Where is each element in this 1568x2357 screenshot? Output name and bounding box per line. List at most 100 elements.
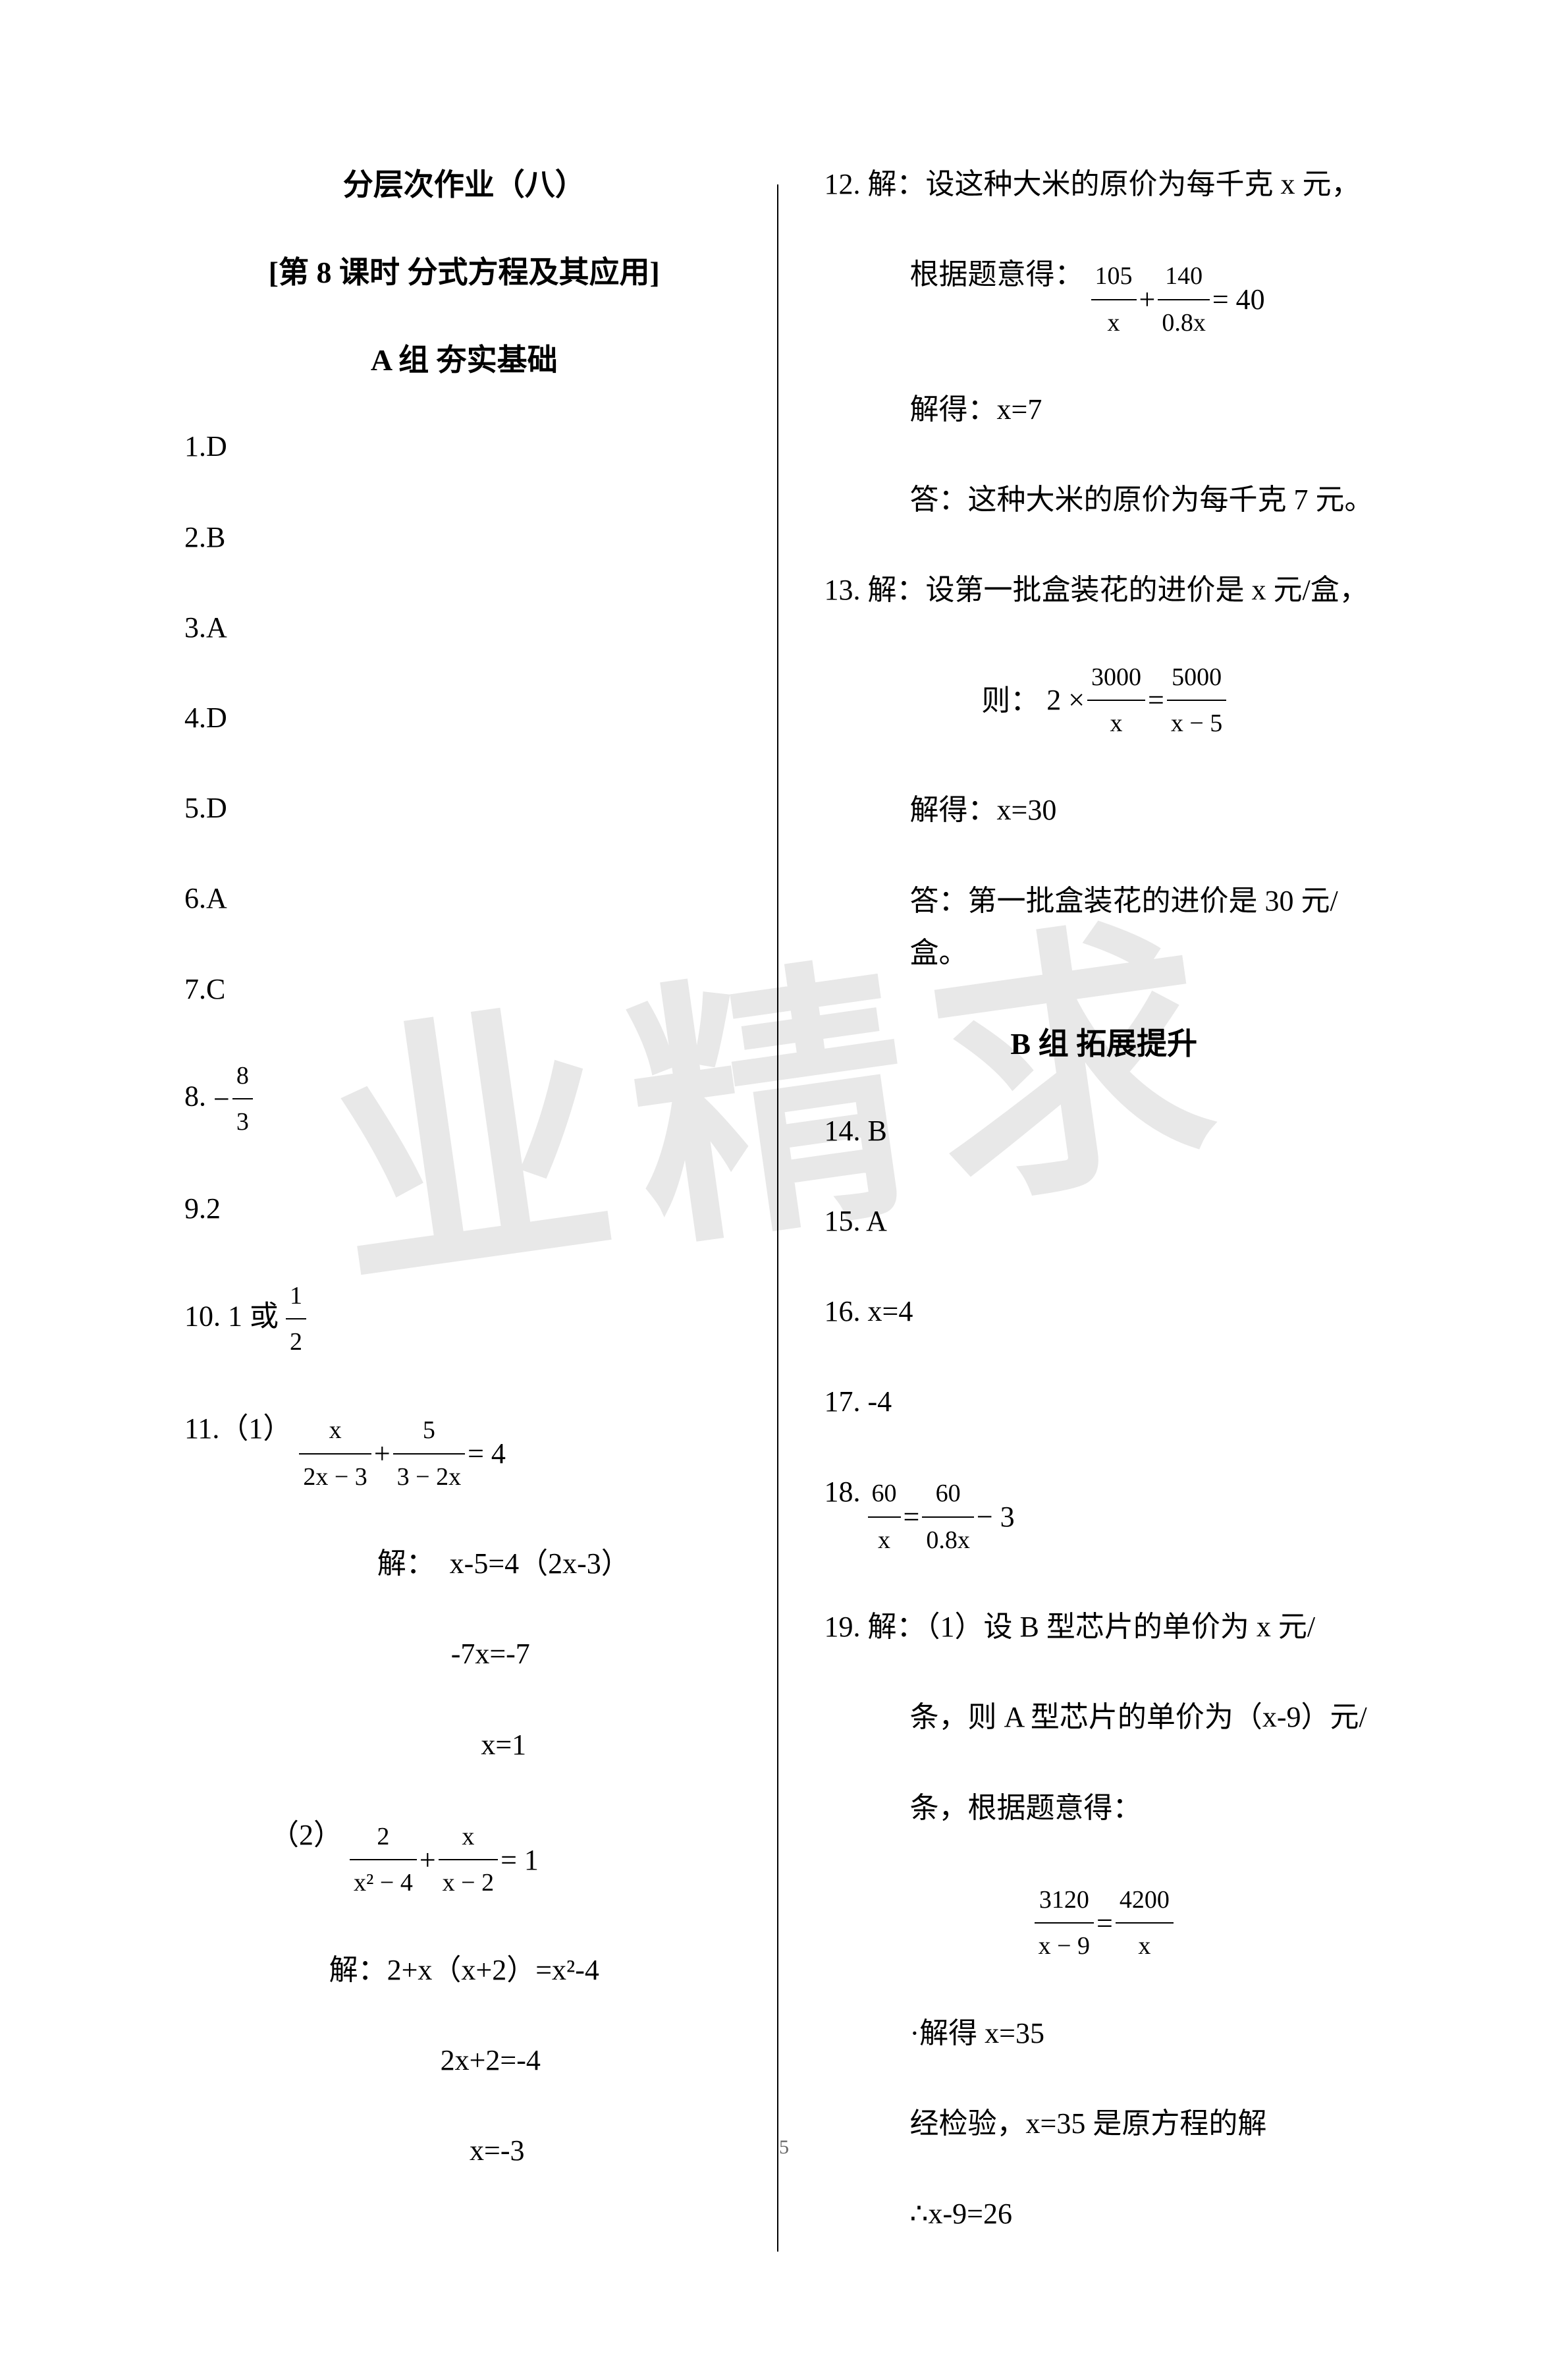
answer-13-line1: 13. 解：设第一批盒装花的进价是 x 元/盒，	[825, 564, 1384, 616]
answer-17: 17. -4	[825, 1375, 1384, 1428]
q13-step1: 解得：x=30	[825, 784, 1384, 836]
q19-step2: 经检验，x=35 是原方程的解	[825, 2097, 1384, 2149]
q18-prefix: 18.	[825, 1476, 861, 1508]
q10-denominator: 2	[286, 1319, 306, 1364]
q19-den1: x − 9	[1035, 1924, 1094, 1968]
q8-fraction: 8 3	[232, 1053, 253, 1145]
q11-2-den1: x² − 4	[350, 1860, 417, 1905]
q11-1-num1: x	[299, 1408, 371, 1454]
q8-prefix: 8.	[184, 1080, 206, 1112]
q12-eq-prefix: 根据题意得：	[910, 258, 1084, 291]
q8-negative: −	[213, 1073, 230, 1125]
q11-2-eq: = 1	[500, 1834, 539, 1886]
q13-num2: 5000	[1167, 655, 1226, 701]
answer-19-eq: 3120 x − 9 = 4200 x	[825, 1872, 1384, 1969]
q13-num1: 3000	[1087, 655, 1145, 701]
q18-frac2: 60 0.8x	[922, 1471, 974, 1563]
q18-tail: − 3	[977, 1491, 1015, 1543]
q19-num1: 3120	[1035, 1877, 1094, 1924]
q11-1-eq: = 4	[468, 1428, 506, 1480]
q11-2-step3: x=-3	[184, 2124, 744, 2177]
q13-frac1: 3000 x	[1087, 655, 1145, 746]
title-group-b: B 组 拓展提升	[825, 1017, 1384, 1072]
answer-4: 4.D	[184, 692, 744, 744]
answer-15: 15. A	[825, 1195, 1384, 1247]
answer-6: 6.A	[184, 872, 744, 924]
q8-denominator: 3	[232, 1099, 253, 1144]
q11-1-step1: 解： x-5=4（2x-3）	[184, 1538, 744, 1590]
q10-prefix: 10. 1 或	[184, 1300, 279, 1332]
q8-numerator: 8	[232, 1053, 253, 1099]
left-column: 分层次作业（八） [第 8 课时 分式方程及其应用] A 组 夯实基础 1.D …	[184, 158, 777, 2278]
page-content: 分层次作业（八） [第 8 课时 分式方程及其应用] A 组 夯实基础 1.D …	[0, 0, 1568, 2357]
answer-13-eq: 则： 2 × 3000 x = 5000 x − 5	[825, 655, 1384, 746]
answer-7: 7.C	[184, 963, 744, 1015]
q11-1-step3: x=1	[184, 1719, 744, 1771]
title-group-a: A 组 夯实基础	[184, 333, 744, 388]
q11-1-frac2: 5 3 − 2x	[393, 1408, 465, 1499]
q13-step2: 答：第一批盒装花的进价是 30 元/盒。	[825, 875, 1384, 979]
q13-den2: x − 5	[1167, 701, 1226, 746]
answer-5: 5.D	[184, 782, 744, 834]
q12-frac2: 140 0.8x	[1158, 254, 1210, 345]
q11-1-num2: 5	[393, 1408, 465, 1454]
q19-frac1: 3120 x − 9	[1035, 1877, 1094, 1969]
q11-2-num1: 2	[350, 1814, 417, 1860]
q19-frac2: 4200 x	[1116, 1877, 1174, 1969]
q12-den1: x	[1091, 300, 1137, 345]
q18-num2: 60	[922, 1471, 974, 1517]
q12-num1: 105	[1091, 254, 1137, 300]
q19-den2: x	[1116, 1924, 1174, 1968]
q19-step1: ·解得 x=35	[825, 2007, 1384, 2059]
right-column: 12. 解：设这种大米的原价为每千克 x 元， 根据题意得： 105 x + 1…	[778, 158, 1384, 2278]
q11-2-step2: 2x+2=-4	[184, 2034, 744, 2086]
equals-sign: =	[1148, 674, 1164, 726]
plus-sign: +	[419, 1834, 436, 1886]
answer-19-line2: 条，则 A 型芯片的单价为（x-9）元/	[825, 1691, 1384, 1743]
q11-1-den2: 3 − 2x	[393, 1455, 465, 1499]
answer-16: 16. x=4	[825, 1285, 1384, 1337]
answer-10: 10. 1 或 1 2	[184, 1273, 744, 1365]
answer-19-line3: 条，根据题意得：	[825, 1782, 1384, 1834]
q18-den1: x	[868, 1518, 901, 1563]
answer-3: 3.A	[184, 601, 744, 653]
q11-2-step1: 解：2+x（x+2）=x²-4	[184, 1944, 744, 1996]
q13-frac2: 5000 x − 5	[1167, 655, 1226, 746]
equals-sign: =	[904, 1491, 920, 1543]
q10-numerator: 1	[286, 1273, 306, 1319]
q18-num1: 60	[868, 1471, 901, 1517]
answer-9: 9.2	[184, 1182, 744, 1234]
q11-1-den1: 2x − 3	[299, 1455, 371, 1499]
answer-14: 14. B	[825, 1105, 1384, 1157]
q11-1-step2: -7x=-7	[184, 1628, 744, 1680]
q12-step1: 解得：x=7	[825, 383, 1384, 435]
plus-sign: +	[1139, 273, 1156, 325]
answer-11-2: （2） 2 x² − 4 + x x − 2 = 1	[184, 1809, 744, 1906]
q11-2-frac1: 2 x² − 4	[350, 1814, 417, 1906]
answer-2: 2.B	[184, 511, 744, 563]
title-main: 分层次作业（八）	[184, 158, 744, 213]
q11-2-prefix: （2）	[270, 1819, 342, 1851]
q13-den1: x	[1087, 701, 1145, 746]
answer-1: 1.D	[184, 420, 744, 472]
q12-num2: 140	[1158, 254, 1210, 300]
answer-8: 8. − 8 3	[184, 1053, 744, 1145]
q11-2-frac2: x x − 2	[439, 1814, 498, 1906]
q12-rhs: = 40	[1212, 273, 1265, 325]
q19-num2: 4200	[1116, 1877, 1174, 1924]
q19-step3: ∴x-9=26	[825, 2188, 1384, 2240]
q12-den2: 0.8x	[1158, 300, 1210, 345]
answer-12-line1: 12. 解：设这种大米的原价为每千克 x 元，	[825, 158, 1384, 210]
equals-sign: =	[1096, 1897, 1113, 1949]
answer-19-line1: 19. 解：（1）设 B 型芯片的单价为 x 元/	[825, 1601, 1384, 1653]
q18-frac1: 60 x	[868, 1471, 901, 1563]
q12-frac1: 105 x	[1091, 254, 1137, 345]
q11-prefix: 11.（1）	[184, 1412, 292, 1445]
q13-mult: 2 ×	[1046, 674, 1085, 726]
q13-eq-prefix: 则：	[981, 684, 1039, 716]
title-sub: [第 8 课时 分式方程及其应用]	[184, 246, 744, 300]
q11-2-num2: x	[439, 1814, 498, 1860]
plus-sign: +	[374, 1428, 391, 1480]
answer-18: 18. 60 x = 60 0.8x − 3	[825, 1466, 1384, 1563]
q10-fraction: 1 2	[286, 1273, 306, 1365]
